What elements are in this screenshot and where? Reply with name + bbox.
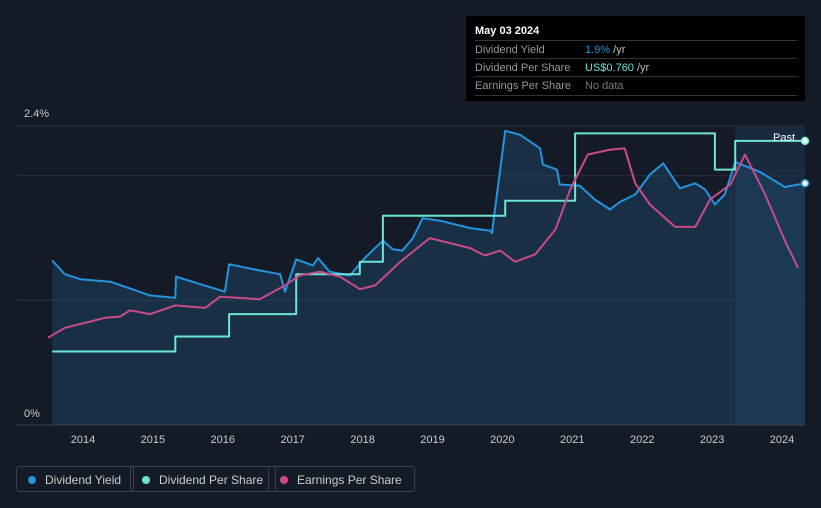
series-end-marker <box>800 136 810 146</box>
y-tick-label: 2.4% <box>24 108 50 120</box>
tooltip: May 03 2024 Dividend Yield 1.9% /yr Divid… <box>466 16 805 101</box>
legend-dot-icon <box>28 476 36 484</box>
x-tick-label: 2024 <box>770 434 794 446</box>
tooltip-row-dividend-yield: Dividend Yield 1.9% /yr <box>475 40 797 59</box>
legend-dividend-yield[interactable]: Dividend Yield <box>16 466 135 492</box>
x-tick-label: 2014 <box>71 434 95 446</box>
x-tick-label: 2022 <box>630 434 654 446</box>
dividend-yield-line <box>51 129 806 299</box>
legend-dot-icon <box>142 476 150 484</box>
tooltip-row-dividend-per-share: Dividend Per Share US$0.760 /yr <box>475 58 797 77</box>
y-tick-label: 0% <box>24 408 40 420</box>
dividend-yield-area <box>52 130 806 425</box>
past-label: Past <box>773 132 796 144</box>
x-tick-label: 2016 <box>211 434 235 446</box>
x-tick-label: 2019 <box>420 434 444 446</box>
tooltip-date: May 03 2024 <box>475 25 540 37</box>
x-tick-label: 2021 <box>560 434 584 446</box>
x-tick-label: 2020 <box>490 434 514 446</box>
series-end-marker <box>800 179 810 188</box>
x-tick-label: 2017 <box>280 434 304 446</box>
legend-dot-icon <box>280 476 288 484</box>
earnings-per-share-line <box>47 147 799 339</box>
x-tick-label: 2023 <box>700 434 724 446</box>
dividend-per-share-line <box>52 132 807 353</box>
x-tick-label: 2018 <box>350 434 374 446</box>
tooltip-row-earnings-per-share: Earnings Per Share No data <box>475 76 797 96</box>
x-tick-label: 2015 <box>141 434 165 446</box>
legend-dividend-per-share[interactable]: Dividend Per Share <box>130 466 277 492</box>
legend-earnings-per-share[interactable]: Earnings Per Share <box>268 466 415 492</box>
